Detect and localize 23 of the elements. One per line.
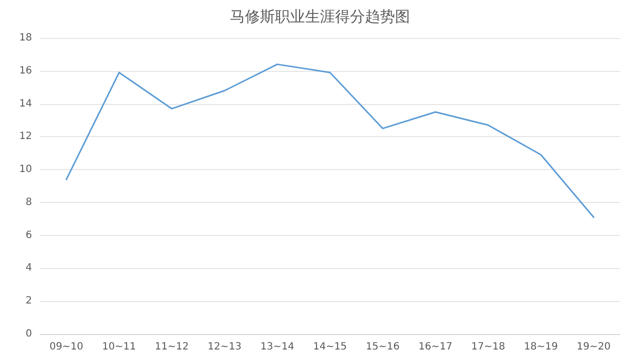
x-tick-label: 19~20 — [576, 342, 611, 352]
x-tick-label: 16~17 — [418, 342, 452, 352]
x-tick-label: 09~10 — [49, 342, 84, 352]
y-tick-label: 4 — [26, 262, 32, 274]
y-tick-label: 14 — [19, 98, 32, 110]
y-tick-label: 6 — [26, 230, 32, 241]
y-tick-label: 10 — [19, 164, 32, 176]
x-tick-label: 18~19 — [524, 342, 558, 352]
y-tick-label: 16 — [19, 65, 32, 76]
y-tick-label: 8 — [26, 196, 32, 208]
line-series — [66, 64, 594, 218]
x-tick-label: 12~13 — [208, 342, 242, 352]
y-tick-label: 12 — [19, 131, 32, 142]
y-tick-label: 2 — [26, 296, 32, 307]
y-tick-label: 0 — [26, 328, 32, 340]
x-tick-label: 11~12 — [154, 342, 189, 352]
chart-title: 马修斯职业生涯得分趋势图 — [230, 8, 410, 26]
x-tick-label: 14~15 — [313, 342, 347, 352]
x-tick-label: 17~18 — [471, 342, 506, 352]
x-tick-label: 15~16 — [366, 342, 400, 352]
x-tick-label: 10~11 — [102, 342, 136, 352]
y-tick-label: 18 — [19, 32, 32, 44]
x-tick-label: 13~14 — [260, 342, 294, 352]
